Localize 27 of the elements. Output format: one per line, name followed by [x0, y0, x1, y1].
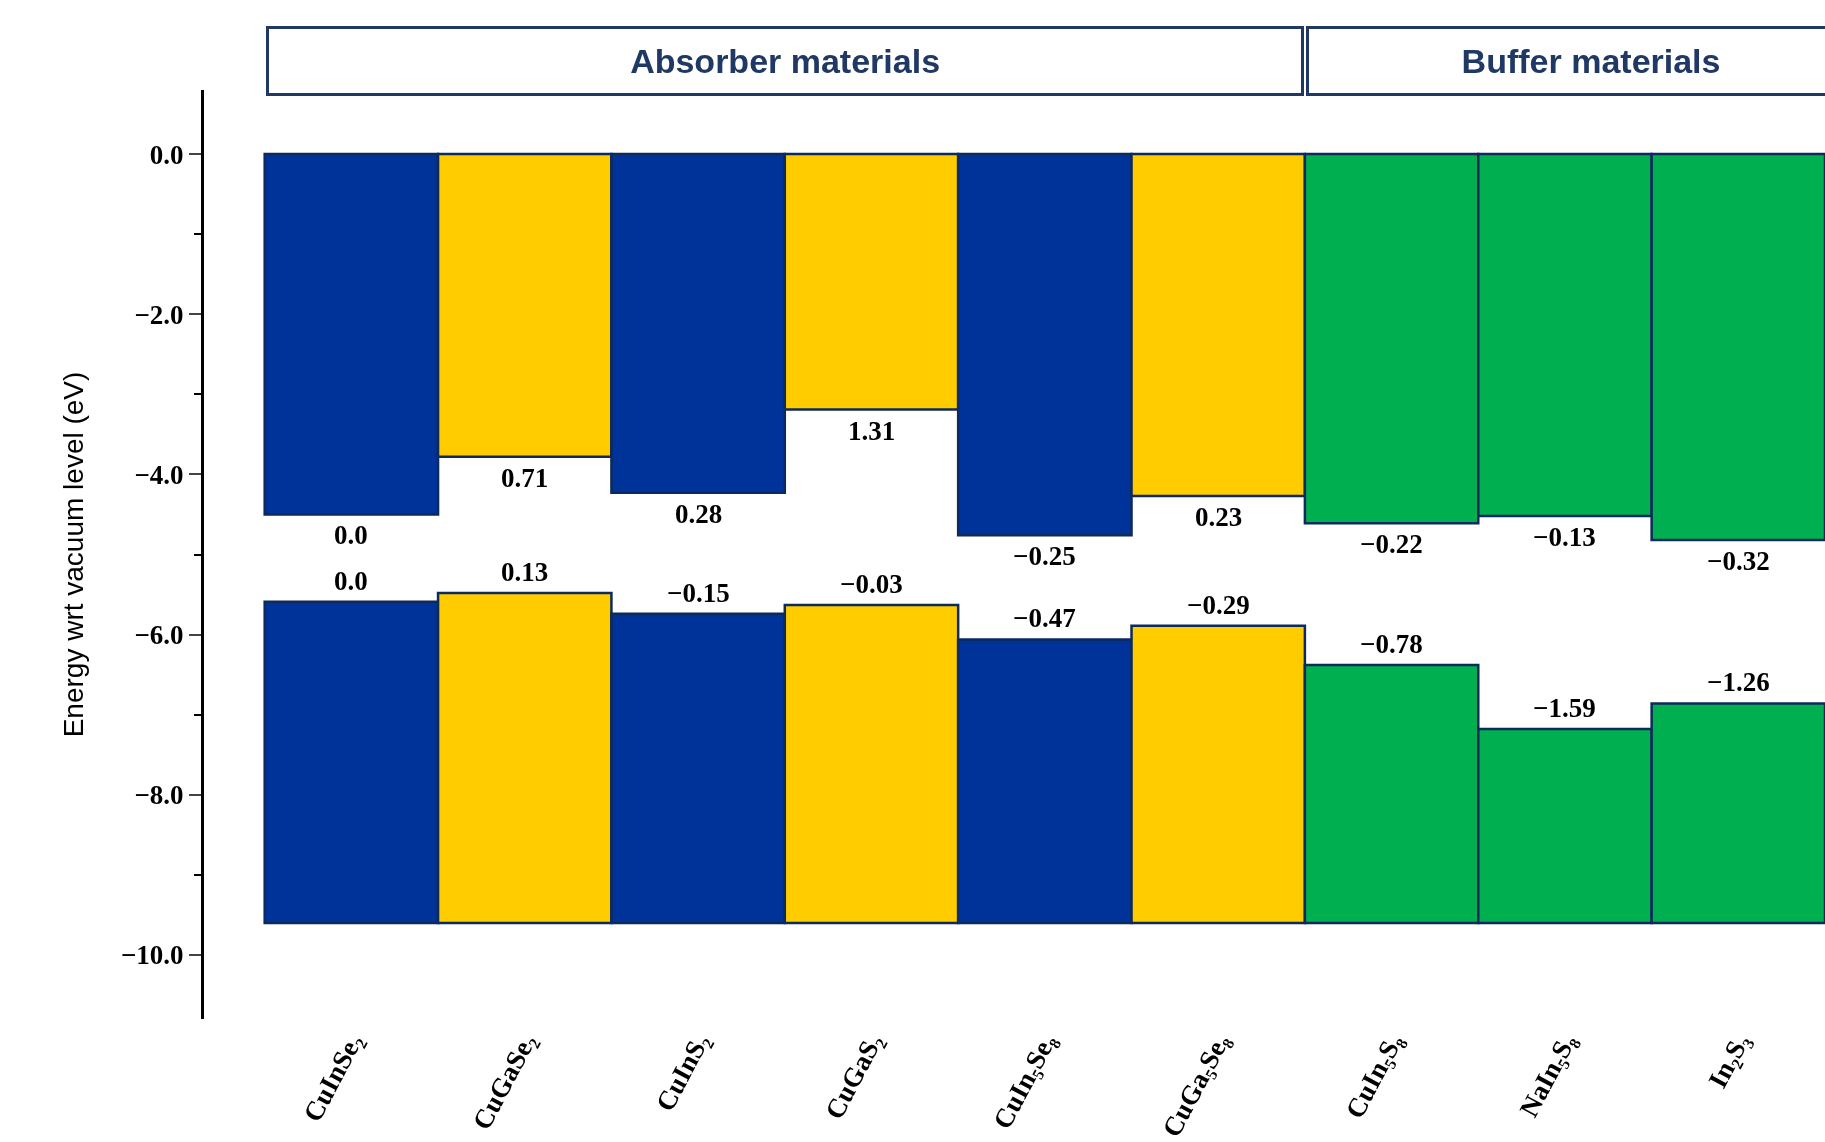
- y-tick-label: −8.0: [134, 780, 184, 811]
- annotation: −0.22: [1360, 529, 1423, 559]
- text: Absorber materials: [630, 42, 941, 80]
- annotation: −0.13: [1533, 522, 1596, 552]
- y-tick-label: −10.0: [120, 940, 184, 971]
- annotation: 0.0: [334, 520, 368, 550]
- annotation: −0.25: [1013, 541, 1076, 571]
- annotation: 0.0: [334, 566, 368, 596]
- y-tick-label: −6.0: [134, 620, 184, 651]
- annotation: 0.28: [675, 499, 723, 529]
- annotation: 1.31: [848, 416, 896, 446]
- y-tick-label: −4.0: [134, 459, 184, 490]
- y-axis-title: Energy wrt vacuum level (eV): [57, 371, 89, 738]
- annotation: −0.03: [840, 569, 903, 599]
- annotation: −1.59: [1533, 693, 1596, 723]
- y-tick-label: 0.0: [149, 139, 184, 170]
- annotation: −0.32: [1707, 546, 1770, 576]
- text: Buffer materials: [1461, 42, 1721, 80]
- annotation: −0.29: [1187, 590, 1250, 620]
- annotation: −0.15: [667, 578, 730, 608]
- annotation: −1.26: [1707, 667, 1770, 697]
- annotation: 0.13: [501, 557, 549, 587]
- annotation: 0.23: [1195, 502, 1243, 532]
- y-tick-label: −2.0: [134, 299, 184, 330]
- annotation: 0.71: [501, 463, 549, 493]
- annotation: −0.78: [1360, 629, 1423, 659]
- annotation: −0.47: [1013, 603, 1076, 633]
